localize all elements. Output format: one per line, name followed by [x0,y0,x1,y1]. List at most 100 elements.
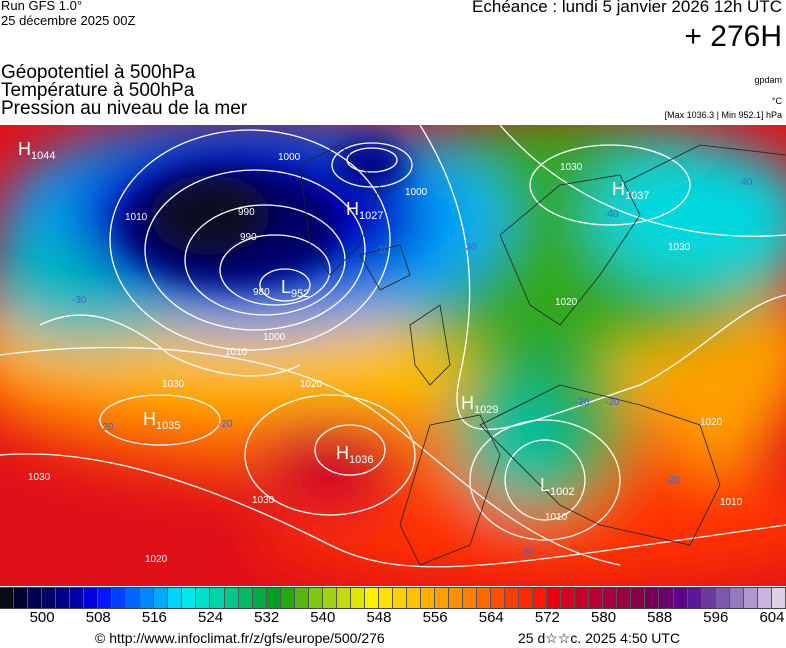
pressure-centers: H1044 H1027 L952 H1037 H1035 H1036 H1029 L1002 [18,139,649,498]
colorbar-tick-label: 588 [647,609,673,626]
colorbar-swatch [294,588,309,608]
isobar-label: 1020 [300,379,323,390]
coastlines [299,144,786,566]
source-link[interactable]: © http://www.infoclimat.fr/z/gfs/europe/… [95,630,385,646]
temperature-label: -20 [218,419,233,430]
title-geopotential: Géopotentiel à 500hPa [1,62,196,83]
colorbar-tick-label: 604 [759,609,785,626]
colorbar-swatch [238,588,253,608]
pressure-center-high: H1037 [612,179,649,202]
unit-gpdam: gpdam [754,75,782,85]
colorbar-swatch [126,588,141,608]
colorbar-tick-label: 572 [534,609,560,626]
colorbar-tick-label: 556 [422,609,448,626]
colorbar-swatch [547,588,562,608]
isobar-label: 1030 [252,495,275,506]
colorbar-swatch [575,588,590,608]
colorbar-swatch [14,588,29,608]
isobar-label: 990 [240,232,257,243]
colorbar-swatch [28,588,43,608]
temperature-label: -30 [520,547,535,558]
colorbar-swatch [210,588,225,608]
colorbar-swatch [715,588,730,608]
colorbar-swatch [336,588,351,608]
colorbar-tick-label: 516 [141,609,167,626]
isobars [0,125,786,568]
unit-pressure-range: [Max 1036.3 | Min 952.1] hPa [664,110,782,120]
colorbar-swatch [561,588,576,608]
colorbar-swatch [757,588,772,608]
isobar-label: 1030 [28,472,51,483]
generated-time: 25 d☆☆c. 2025 4:50 UTC [518,630,681,646]
temperature-label: -30 [462,242,477,253]
isobar-label: 1010 [545,512,568,523]
colorbar-swatch [505,588,520,608]
temperature-label: -20 [575,397,590,408]
colorbar-tick-label: 532 [254,609,280,626]
colorbar-swatch [463,588,478,608]
colorbar-swatch [98,588,113,608]
title-pressure: Pression au niveau de la mer [1,98,248,119]
colorbar-swatch [406,588,421,608]
colorbar-swatch [252,588,267,608]
temperature-label: -20 [99,422,114,433]
colorbar [0,587,786,609]
run-info: Run GFS 1.0° 25 décembre 2025 00Z [1,0,135,28]
colorbar-swatch [378,588,393,608]
isobar-label: 990 [238,207,255,218]
isobar-label: 1030 [162,379,185,390]
colorbar-swatch [224,588,239,608]
valid-time: Echéance : lundi 5 janvier 2026 12h UTC [472,0,782,16]
temperature-label: -20 [375,245,390,256]
colorbar-tick-label: 508 [85,609,111,626]
colorbar-swatch [659,588,674,608]
colorbar-tick-label: 540 [310,609,336,626]
colorbar-tick-label: 548 [366,609,392,626]
colorbar-swatch [701,588,716,608]
isobar-label: 1000 [278,152,301,163]
colorbar-swatch [196,588,211,608]
colorbar-swatch [280,588,295,608]
colorbar-swatch [603,588,618,608]
run-model: Run GFS 1.0° [1,0,83,13]
colorbar-swatch [140,588,155,608]
pressure-center-high: H1035 [143,409,180,432]
colorbar-swatch [533,588,548,608]
run-date: 25 décembre 2025 00Z [1,13,136,28]
colorbar-swatch [589,588,604,608]
isobar-labels: 1000 990 980 990 1000 1010 1010 1020 1030 1030 103… [28,152,743,565]
isobar-label: 1020 [145,554,168,565]
colorbar-swatch [56,588,71,608]
pressure-center-low: L1002 [540,475,575,498]
colorbar-tick-label: 524 [198,609,224,626]
colorbar-swatch [771,588,786,608]
colorbar-swatch [729,588,744,608]
pressure-center-high: H1036 [336,443,373,466]
colorbar-swatch [308,588,323,608]
colorbar-swatch [617,588,632,608]
colorbar-swatch [477,588,492,608]
isobar-label: 1020 [700,417,723,428]
colorbar-swatch [168,588,183,608]
isobar-label: 1010 [720,497,743,508]
map-titles: Géopotentiel à 500hPa Température à 500h… [1,62,248,119]
geopotential-field [0,125,786,586]
colorbar-swatch [687,588,702,608]
colorbar-swatch [631,588,646,608]
colorbar-swatch [449,588,464,608]
temperature-label: -40 [738,177,753,188]
colorbar-swatch [322,588,337,608]
colorbar-swatch [182,588,197,608]
colorbar-swatch [84,588,99,608]
colorbar-swatch [434,588,449,608]
colorbar-swatch [491,588,506,608]
colorbar-tick-label: 500 [29,609,55,626]
colorbar-swatch [645,588,660,608]
temperature-label: -20 [665,475,680,486]
colorbar-tick-label: 596 [703,609,729,626]
pressure-center-high: H1029 [461,393,498,416]
colorbar-swatch [392,588,407,608]
isobar-label: 1010 [225,347,248,358]
colorbar-swatch [420,588,435,608]
lead-time: + 276H [684,20,782,53]
